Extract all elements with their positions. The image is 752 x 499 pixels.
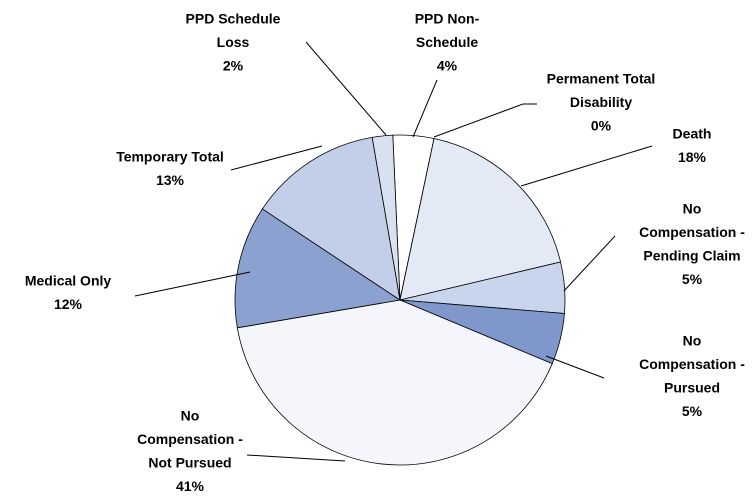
slice-label: Not Pursued <box>148 455 231 471</box>
pie-slice <box>371 134 401 301</box>
slice-label: PPD Schedule <box>186 11 281 27</box>
slice-value-label: 12% <box>54 296 83 312</box>
slice-label: No <box>683 201 702 217</box>
slice-label: Disability <box>570 94 632 110</box>
slice-label: Compensation - <box>137 431 243 447</box>
slice-label: No <box>181 408 200 424</box>
slice-value-label: 18% <box>678 149 707 165</box>
leader-line <box>134 271 251 297</box>
slice-label: PPD Non- <box>415 11 480 27</box>
slice-value-label: 5% <box>682 271 703 287</box>
leader-line <box>412 79 438 138</box>
slice-label: Pending Claim <box>643 248 740 264</box>
slice-label: Pursued <box>664 380 720 396</box>
leader-line <box>545 355 605 379</box>
leader-line <box>563 235 616 292</box>
slice-value-label: 13% <box>156 172 185 188</box>
leader-line <box>520 145 653 187</box>
slice-label: Compensation - <box>639 224 745 240</box>
slice-value-label: 4% <box>437 58 458 74</box>
leader-line <box>246 454 346 462</box>
slice-value-label: 0% <box>591 118 612 134</box>
pie-slice <box>234 208 402 329</box>
pie-slice <box>236 299 553 466</box>
slice-label: Death <box>673 126 712 142</box>
slice-label: Permanent Total <box>547 71 656 87</box>
slice-value-label: 5% <box>682 403 703 419</box>
pie-slice <box>261 136 401 301</box>
slice-value-label: 2% <box>223 58 244 74</box>
leader-line <box>230 145 323 171</box>
leader-line <box>305 41 387 136</box>
slice-value-label: 41% <box>176 478 205 494</box>
slice-label: Medical Only <box>25 273 112 289</box>
leader-line <box>433 103 537 138</box>
slice-label: Loss <box>217 34 250 50</box>
slice-label: Compensation - <box>639 356 745 372</box>
slice-label: Schedule <box>416 34 478 50</box>
pie-slice <box>399 138 562 301</box>
slice-label: Temporary Total <box>116 149 224 165</box>
slice-label: No <box>683 333 702 349</box>
